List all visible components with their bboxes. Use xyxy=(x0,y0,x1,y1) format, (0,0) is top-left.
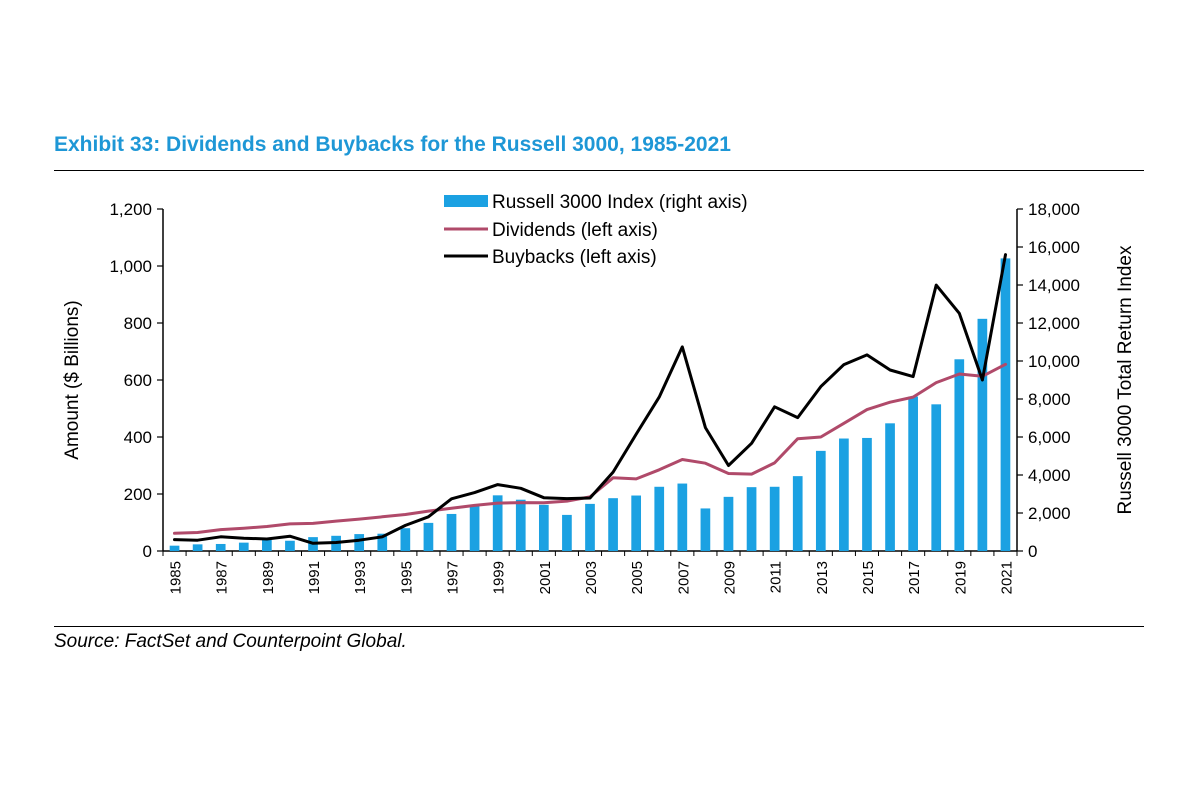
left-tick-label: 400 xyxy=(124,428,152,447)
index-bar xyxy=(723,496,734,551)
legend: Russell 3000 Index (right axis) Dividends… xyxy=(444,192,748,268)
index-bar xyxy=(469,505,480,551)
index-bar xyxy=(585,503,595,551)
index-bar xyxy=(192,544,203,551)
labels-layer: 0 200 400 600 800 1,000 1,200 0 2,000 4,000 6,000 8… xyxy=(62,200,1136,594)
footer-divider xyxy=(54,626,1144,627)
left-tick-label: 1,000 xyxy=(109,257,152,276)
x-tick-label: 2021 xyxy=(998,561,1015,594)
index-bar xyxy=(608,498,618,551)
index-bar xyxy=(562,514,572,551)
left-tick-label: 0 xyxy=(143,542,152,561)
x-tick-label: 2009 xyxy=(721,561,738,594)
index-bar xyxy=(954,359,965,551)
x-tick-label: 2015 xyxy=(860,561,877,594)
index-bar xyxy=(700,508,711,551)
legend-label: Dividends (left axis) xyxy=(492,220,658,241)
index-bar xyxy=(446,513,457,551)
right-tick-label: 2,000 xyxy=(1028,504,1071,523)
index-bar xyxy=(885,423,895,551)
right-tick-label: 16,000 xyxy=(1028,238,1080,257)
index-bar xyxy=(400,528,411,551)
buybacks-line xyxy=(173,253,1007,545)
x-tick-label: 2017 xyxy=(906,561,923,594)
index-bar xyxy=(169,545,180,551)
index-bar xyxy=(285,540,295,551)
right-tick-label: 14,000 xyxy=(1028,276,1080,295)
index-bar xyxy=(792,476,803,551)
index-bar xyxy=(977,318,988,551)
right-tick-label: 0 xyxy=(1028,542,1037,561)
index-bar xyxy=(423,522,434,551)
index-bar xyxy=(839,438,849,551)
legend-swatch-index xyxy=(444,195,488,207)
index-bar xyxy=(238,542,249,551)
right-tick-label: 6,000 xyxy=(1028,428,1071,447)
index-bar xyxy=(815,450,826,551)
index-bar xyxy=(1000,258,1011,551)
x-tick-label: 1991 xyxy=(306,561,323,594)
title-divider xyxy=(54,170,1144,171)
right-tick-label: 4,000 xyxy=(1028,466,1071,485)
x-tick-label: 2007 xyxy=(675,561,692,594)
right-tick-label: 18,000 xyxy=(1028,200,1080,219)
index-bar xyxy=(677,483,688,551)
x-tick-label: 1987 xyxy=(214,561,231,594)
right-tick-label: 10,000 xyxy=(1028,352,1080,371)
x-tick-label: 1995 xyxy=(398,561,415,594)
x-tick-label: 2001 xyxy=(537,561,554,594)
source-note: Source: FactSet and Counterpoint Global. xyxy=(54,631,407,652)
left-axis-title: Amount ($ Billions) xyxy=(62,300,83,459)
left-tick-label: 800 xyxy=(124,314,152,333)
index-bar xyxy=(931,404,942,551)
index-bar xyxy=(354,534,365,551)
exhibit-title: Exhibit 33: Dividends and Buybacks for t… xyxy=(54,133,731,156)
index-bar xyxy=(515,499,526,551)
x-tick-label: 1993 xyxy=(352,561,369,594)
x-tick-label: 2011 xyxy=(768,561,785,593)
index-bar xyxy=(654,486,665,551)
x-tick-label: 2019 xyxy=(952,561,969,594)
index-bar xyxy=(262,539,272,551)
x-tick-label: 1999 xyxy=(491,561,508,594)
index-bar xyxy=(908,396,918,551)
index-bar xyxy=(746,487,757,551)
left-tick-label: 1,200 xyxy=(109,200,152,219)
index-bar xyxy=(492,495,503,551)
x-tick-label: 1985 xyxy=(168,561,185,594)
legend-label: Buybacks (left axis) xyxy=(492,247,657,268)
left-tick-label: 200 xyxy=(124,485,152,504)
index-bar xyxy=(377,533,388,551)
x-tick-label: 1997 xyxy=(445,561,462,594)
right-axis-title: Russell 3000 Total Return Index xyxy=(1115,245,1136,514)
left-tick-label: 600 xyxy=(124,371,152,390)
index-bar xyxy=(862,437,872,551)
right-tick-label: 8,000 xyxy=(1028,390,1071,409)
index-bar xyxy=(538,504,549,551)
x-tick-label: 2003 xyxy=(583,561,600,594)
x-tick-label: 2005 xyxy=(629,561,646,594)
index-bar xyxy=(215,543,226,551)
bars-layer xyxy=(169,258,1011,551)
x-tick-label: 2013 xyxy=(814,561,831,594)
lines-layer xyxy=(173,253,1007,545)
x-tick-label: 1989 xyxy=(260,561,277,594)
index-bar xyxy=(631,495,642,551)
right-tick-label: 12,000 xyxy=(1028,314,1080,333)
legend-label: Russell 3000 Index (right axis) xyxy=(492,192,748,213)
index-bar xyxy=(769,486,780,551)
